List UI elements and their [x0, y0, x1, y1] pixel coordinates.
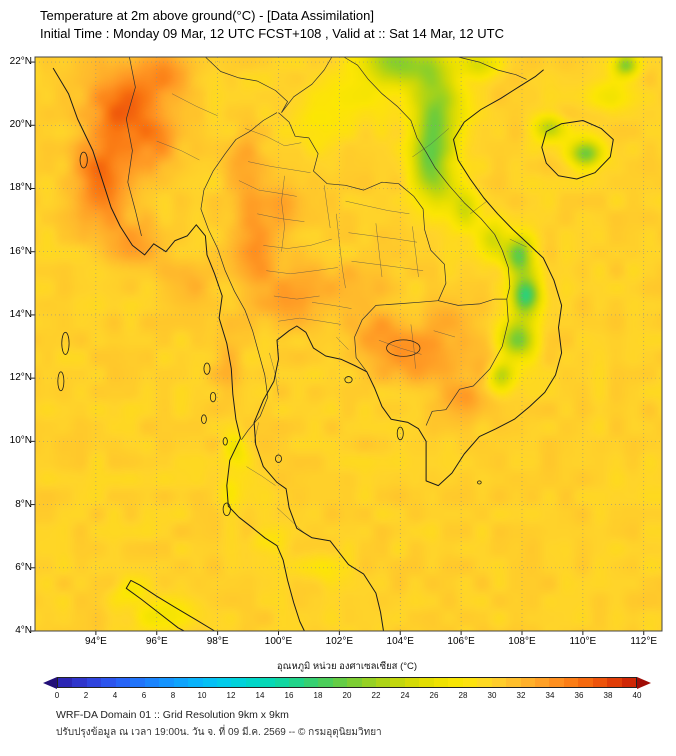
colorbar-segment	[58, 678, 73, 687]
colorbar-segment	[375, 678, 391, 687]
lon-tick-label: 98°E	[206, 636, 229, 647]
colorbar-segment	[491, 678, 507, 687]
colorbar-segment	[563, 678, 579, 687]
footer-update-info: ปรับปรุงข้อมูล ณ เวลา 19:00น. วัน จ. ที่…	[56, 727, 382, 738]
lat-tick-label: 6°N	[15, 561, 32, 573]
lon-tick-label: 106°E	[447, 636, 475, 647]
lat-tick-label: 10°N	[9, 435, 32, 447]
colorbar-tick-label: 2	[83, 691, 89, 700]
lon-tick-label: 112°E	[630, 636, 658, 647]
colorbar-segment	[318, 678, 333, 687]
page-subtitle: Initial Time : Monday 09 Mar, 12 UTC FCS…	[40, 26, 504, 41]
colorbar-segment	[303, 678, 319, 687]
colorbar-segment	[216, 678, 232, 687]
colorbar-segment	[115, 678, 131, 687]
colorbar-tick-label: 26	[429, 691, 439, 700]
colorbar-overflow-arrow	[637, 676, 651, 689]
footer-domain-info: WRF-DA Domain 01 :: Grid Resolution 9km …	[56, 709, 289, 721]
colorbar-segment	[101, 678, 116, 687]
colorbar-segment	[534, 678, 550, 687]
colorbar-tick-label: 0	[54, 691, 60, 700]
colorbar-segment	[433, 678, 449, 687]
colorbar-tick-label: 4	[112, 691, 118, 700]
colorbar-tick-label: 16	[284, 691, 294, 700]
lat-tick-label: 4°N	[15, 625, 32, 636]
colorbar-segment	[347, 678, 362, 687]
colorbar-segment	[477, 678, 492, 687]
lat-tick-label: 22°N	[9, 56, 32, 68]
colorbar-segment	[520, 678, 535, 687]
colorbar-segment	[332, 678, 348, 687]
colorbar-tick-label: 24	[400, 691, 410, 700]
colorbar-tick-label: 38	[603, 691, 613, 700]
colorbar-tick-label: 32	[516, 691, 526, 700]
colorbar-segment	[448, 678, 463, 687]
colorbar-bar	[57, 677, 637, 688]
colorbar-segment	[130, 678, 145, 687]
colorbar-segment	[462, 678, 478, 687]
lat-tick-label: 18°N	[9, 182, 32, 194]
colorbar-tick-labels: 0 2 4 6 8 10 12 14 16 18 20 22 24 26 28 30 32 34 36 38 40	[54, 691, 642, 701]
colorbar-segment	[289, 678, 304, 687]
colorbar-tick-label: 14	[255, 691, 265, 700]
lon-tick-label: 110°E	[569, 636, 597, 647]
colorbar-segment	[506, 678, 521, 687]
colorbar-tick-label: 40	[632, 691, 642, 700]
colorbar-segment	[390, 678, 405, 687]
colorbar-segment	[173, 678, 189, 687]
temperature-field-canvas	[35, 57, 662, 631]
colorbar-segment	[144, 678, 160, 687]
colorbar-segment	[621, 678, 637, 687]
lon-tick-label: 94°E	[84, 636, 107, 647]
footer: WRF-DA Domain 01 :: Grid Resolution 9km …	[56, 709, 382, 740]
colorbar-segment	[245, 678, 261, 687]
colorbar-segment	[202, 678, 217, 687]
colorbar-segment	[72, 678, 87, 687]
colorbar-tick-label: 36	[574, 691, 584, 700]
lon-tick-label: 96°E	[145, 636, 168, 647]
lon-tick-label: 100°E	[264, 636, 293, 647]
colorbar-underflow-arrow	[43, 676, 57, 689]
lat-tick-label: 8°N	[15, 498, 32, 510]
colorbar	[43, 676, 651, 689]
colorbar-segment	[86, 678, 102, 687]
colorbar-tick-label: 20	[342, 691, 352, 700]
page-title: Temperature at 2m above ground(°C) - [Da…	[40, 8, 374, 23]
colorbar-tick-label: 28	[458, 691, 468, 700]
colorbar-tick-label: 10	[197, 691, 207, 700]
colorbar-tick-label: 22	[371, 691, 381, 700]
header: Temperature at 2m above ground(°C) - [Da…	[40, 7, 504, 43]
colorbar-segment	[361, 678, 376, 687]
colorbar-tick-label: 18	[313, 691, 323, 700]
colorbar-title: อุณหภูมิ หน่วย องศาเซลเซียส (°C)	[276, 661, 418, 672]
lon-tick-label: 104°E	[386, 636, 414, 647]
colorbar-segment	[260, 678, 275, 687]
lon-tick-label: 108°E	[508, 636, 536, 647]
colorbar-segment	[159, 678, 174, 687]
colorbar-tick-label: 34	[545, 691, 555, 700]
colorbar-tick-label: 30	[487, 691, 497, 700]
colorbar-tick-label: 8	[170, 691, 176, 700]
colorbar-segment	[607, 678, 622, 687]
colorbar-segment	[578, 678, 593, 687]
lat-tick-label: 12°N	[9, 372, 32, 384]
lat-tick-label: 16°N	[9, 245, 32, 257]
map-area	[31, 56, 663, 635]
lat-tick-label: 20°N	[9, 119, 32, 131]
colorbar-segment	[592, 678, 608, 687]
colorbar-segment	[231, 678, 246, 687]
lat-tick-label: 14°N	[9, 308, 32, 320]
lon-tick-label: 102°E	[325, 636, 354, 647]
colorbar-tick-label: 6	[141, 691, 147, 700]
colorbar-tick-label: 12	[226, 691, 236, 700]
colorbar-segment	[404, 678, 420, 687]
colorbar-segment	[188, 678, 203, 687]
colorbar-segment	[549, 678, 564, 687]
colorbar-segment	[274, 678, 290, 687]
colorbar-segment	[419, 678, 434, 687]
